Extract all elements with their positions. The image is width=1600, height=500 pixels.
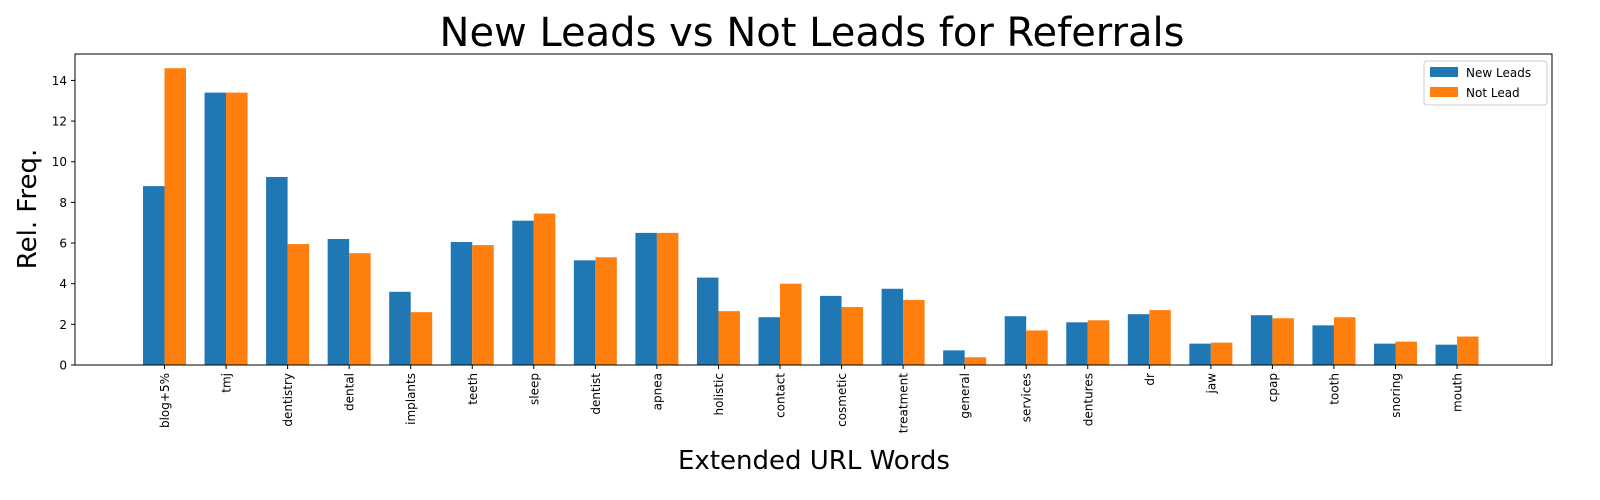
bar-not-lead-dr	[1149, 310, 1171, 365]
x-tick-label-teeth: teeth	[466, 373, 480, 405]
bar-not-lead-teeth	[472, 245, 494, 365]
bar-not-lead-cpap	[1272, 318, 1294, 365]
bar-not-lead-tooth	[1333, 317, 1356, 365]
y-tick-label: 8	[59, 196, 67, 210]
bar-new-leads-services	[1004, 316, 1027, 365]
bar-not-lead-implants	[410, 312, 433, 365]
x-tick-label-jaw: jaw	[1204, 373, 1218, 395]
bar-not-lead-sleep	[533, 213, 556, 365]
legend-swatch-new-leads	[1430, 67, 1458, 77]
x-tick-label-holistic: holistic	[712, 373, 726, 416]
y-tick-label: 6	[59, 237, 67, 251]
chart-title: New Leads vs Not Leads for Referrals	[440, 10, 1185, 56]
bar-new-leads-dentist	[573, 260, 596, 365]
axes-frame	[74, 53, 1553, 366]
x-tick-label-implants: implants	[404, 373, 418, 425]
y-tick-label: 10	[52, 155, 67, 169]
x-tick-label-dentures: dentures	[1081, 373, 1095, 426]
bar-not-lead-contact	[780, 283, 802, 365]
bar-new-leads-dentistry	[266, 176, 288, 365]
bar-new-leads-sleep	[512, 220, 534, 365]
x-tick-label-apnea: apnea	[650, 373, 664, 410]
bar-not-lead-general	[964, 357, 987, 365]
bar-new-leads-jaw	[1189, 343, 1211, 365]
bar-new-leads-dental	[327, 238, 350, 365]
x-axis-label: Extended URL Words	[678, 446, 950, 476]
x-tick-label-blog-5: blog+5%	[158, 373, 172, 428]
x-tick-label-tmj: tmj	[220, 373, 234, 393]
bar-not-lead-dentures	[1087, 320, 1110, 365]
bar-not-lead-dentistry	[287, 244, 310, 365]
bar-new-leads-apnea	[635, 232, 657, 365]
legend-label-not-lead: Not Lead	[1466, 86, 1520, 100]
legend-label-new-leads: New Leads	[1466, 66, 1531, 80]
y-tick-label: 14	[52, 74, 67, 88]
y-axis-label: Rel. Freq.	[13, 149, 43, 270]
bar-not-lead-services	[1026, 330, 1048, 365]
plot-area: 0 2 4 6 8 10 12 14 blog+5% tmj dentistry dental impl…	[52, 68, 1479, 433]
bar-new-leads-dentures	[1066, 322, 1088, 365]
bar-new-leads-contact	[758, 317, 780, 365]
x-tick-label-dental: dental	[343, 373, 357, 411]
x-tick-label-general: general	[958, 373, 972, 419]
x-tick-label-dentistry: dentistry	[281, 373, 295, 427]
x-tick-label-cpap: cpap	[1266, 373, 1280, 402]
bar-new-leads-snoring	[1374, 343, 1396, 365]
x-tick-label-dentist: dentist	[589, 373, 603, 415]
bar-new-leads-tooth	[1312, 325, 1334, 365]
bar-new-leads-treatment	[881, 288, 904, 365]
bar-not-lead-dental	[349, 253, 371, 365]
x-tick-label-snoring: snoring	[1389, 373, 1403, 418]
x-tick-label-contact: contact	[774, 373, 788, 418]
bar-not-lead-dentist	[595, 257, 617, 365]
y-tick-label: 4	[59, 277, 67, 291]
x-tick-label-treatment: treatment	[897, 373, 911, 433]
bar-not-lead-snoring	[1395, 341, 1417, 365]
legend-swatch-not-lead	[1430, 87, 1458, 97]
y-tick-label: 12	[52, 115, 67, 129]
x-tick-label-cosmetic: cosmetic	[835, 373, 849, 427]
bar-not-lead-treatment	[903, 299, 925, 365]
bar-not-lead-blog-5	[164, 68, 186, 365]
x-tick-label-services: services	[1020, 373, 1034, 422]
bar-not-lead-mouth	[1457, 336, 1479, 365]
bar-new-leads-dr	[1127, 314, 1150, 365]
legend: New Leads Not Lead	[1423, 60, 1548, 106]
y-tick-label: 2	[59, 318, 67, 332]
bar-new-leads-tmj	[204, 92, 227, 366]
bar-new-leads-cpap	[1250, 315, 1273, 365]
bar-not-lead-holistic	[718, 311, 740, 365]
bar-new-leads-holistic	[696, 277, 719, 365]
bar-not-lead-cosmetic	[841, 307, 864, 365]
bar-not-lead-apnea	[656, 232, 679, 365]
bar-new-leads-implants	[389, 291, 411, 365]
bar-new-leads-mouth	[1435, 344, 1458, 365]
x-tick-label-sleep: sleep	[527, 373, 541, 405]
bar-not-lead-jaw	[1210, 342, 1233, 365]
bar-new-leads-blog-5	[143, 186, 165, 365]
x-tick-label-tooth: tooth	[1327, 373, 1341, 405]
x-tick-label-dr: dr	[1143, 373, 1157, 386]
bar-not-lead-tmj	[226, 92, 248, 366]
y-tick-label: 0	[59, 359, 67, 373]
bar-new-leads-teeth	[450, 242, 473, 365]
x-tick-label-mouth: mouth	[1451, 373, 1465, 412]
bar-new-leads-cosmetic	[820, 295, 842, 365]
bar-new-leads-general	[943, 350, 965, 365]
